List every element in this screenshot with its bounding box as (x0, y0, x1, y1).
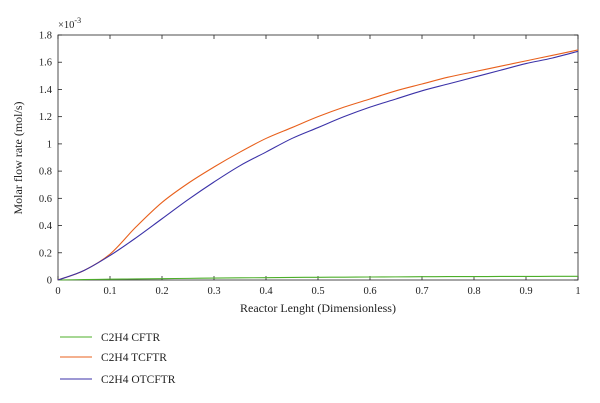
y-tick-label: 1.6 (39, 58, 52, 69)
x-axis-label: Reactor Lenght (Dimensionless) (240, 301, 396, 315)
y-tick-label: 0.8 (39, 167, 52, 178)
x-tick-label: 1 (575, 286, 580, 297)
x-tick-label: 0.3 (207, 286, 220, 297)
y-tick-label: 1.4 (39, 85, 53, 96)
y-tick-label: 1.2 (39, 112, 52, 123)
y-multiplier: ×10-3 (58, 16, 81, 31)
series-line-1 (57, 49, 579, 281)
x-tick-label: 0.8 (467, 286, 480, 297)
axes (57, 34, 579, 281)
y-tick-label: 0.2 (39, 248, 52, 259)
x-tick-label: 0.9 (519, 286, 532, 297)
y-tick-label: 1 (47, 139, 52, 150)
legend: C2H4 CFTR C2H4 TCFTR C2H4 OTCFTR (60, 332, 176, 386)
legend-label-2: C2H4 OTCFTR (101, 374, 176, 386)
x-tick-label: 0.6 (363, 286, 376, 297)
tick-labels: 0 0.1 0.2 0.3 0.4 0.5 0.6 0.7 0.8 0.9 1 0 0.2 0.4 0.6 0… (39, 31, 581, 298)
plot-frame (57, 34, 579, 281)
y-tick-label: 0 (47, 276, 52, 287)
x-tick-label: 0.1 (103, 286, 116, 297)
x-tick-label: 0.4 (259, 286, 273, 297)
x-tick-label: 0 (55, 286, 60, 297)
x-tick-label: 0.2 (155, 286, 168, 297)
x-tick-label: 0.7 (415, 286, 428, 297)
x-tick-label: 0.5 (311, 286, 324, 297)
y-tick-label: 0.6 (39, 194, 52, 205)
y-axis-label: Molar flow rate (mol/s) (11, 102, 25, 215)
y-tick-label: 0.4 (39, 221, 53, 232)
y-tick-label: 1.8 (39, 31, 52, 42)
legend-label-1: C2H4 TCFTR (101, 352, 167, 364)
legend-label-0: C2H4 CFTR (101, 332, 160, 344)
series-lines (57, 49, 579, 281)
series-line-0 (57, 275, 579, 281)
series-line-2 (57, 50, 579, 281)
